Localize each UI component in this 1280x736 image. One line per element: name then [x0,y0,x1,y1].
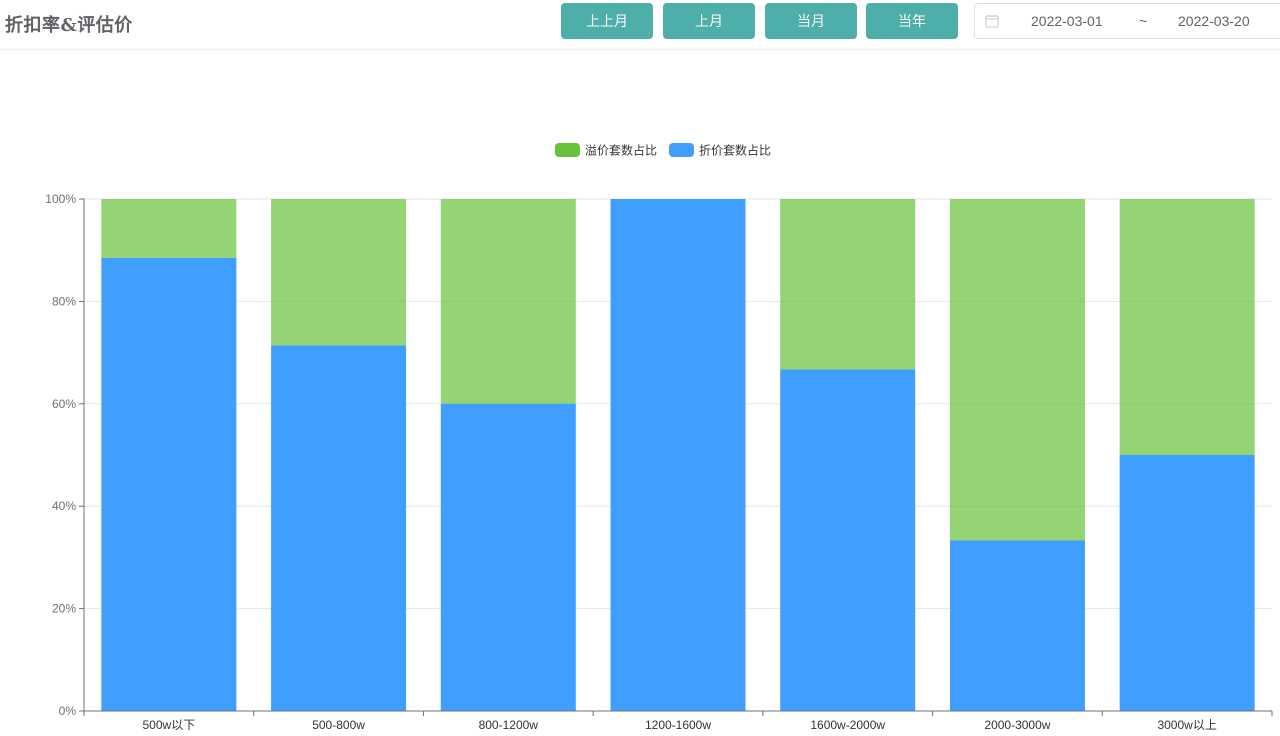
legend-label: 折价套数占比 [699,143,771,158]
start-date-input[interactable]: 2022-03-01 [1031,13,1103,29]
y-tick-label: 0% [59,704,77,718]
premium-bar [101,199,237,258]
prev-prev-month-button[interactable]: 上上月 [561,3,653,39]
x-tick-label: 3000w以上 [1157,718,1216,732]
current-month-button[interactable]: 当月 [765,3,857,39]
premium-bar [780,199,916,370]
x-tick-label: 1200-1600w [645,718,711,732]
y-tick-label: 80% [52,294,76,308]
discount-bar [610,199,746,711]
header-bar: 折扣率&评估价 上上月 上月 当月 当年 2022-03-01 ~ 2022-0… [0,0,1280,50]
premium-bar [440,199,576,404]
current-year-button[interactable]: 当年 [866,3,958,39]
x-tick-label: 500-800w [312,718,365,732]
premium-bar [949,199,1085,541]
y-tick-label: 20% [52,602,76,616]
x-tick-label: 1600w-2000w [810,718,885,732]
y-tick-label: 40% [52,499,76,513]
x-tick-label: 500w以下 [143,718,196,732]
date-separator: ~ [1139,13,1148,29]
x-tick-label: 2000-3000w [984,718,1050,732]
end-date-input[interactable]: 2022-03-20 [1178,13,1250,29]
premium-bar [271,199,407,346]
date-range-picker[interactable]: 2022-03-01 ~ 2022-03-20 [974,3,1280,39]
discount-bar [949,540,1085,711]
legend-swatch [555,143,580,157]
discount-bar [271,345,407,711]
discount-bar [440,403,576,711]
calendar-icon [985,15,999,28]
y-tick-label: 100% [45,192,76,206]
discount-bar [780,369,916,711]
discount-bar [101,257,237,711]
prev-month-button[interactable]: 上月 [663,3,755,39]
discount-bar [1119,455,1255,711]
y-tick-label: 60% [52,397,76,411]
legend-swatch [669,143,694,157]
x-tick-label: 800-1200w [479,718,539,732]
page-title: 折扣率&评估价 [5,15,133,36]
legend-label: 溢价套数占比 [585,143,657,158]
premium-bar [1119,199,1255,455]
